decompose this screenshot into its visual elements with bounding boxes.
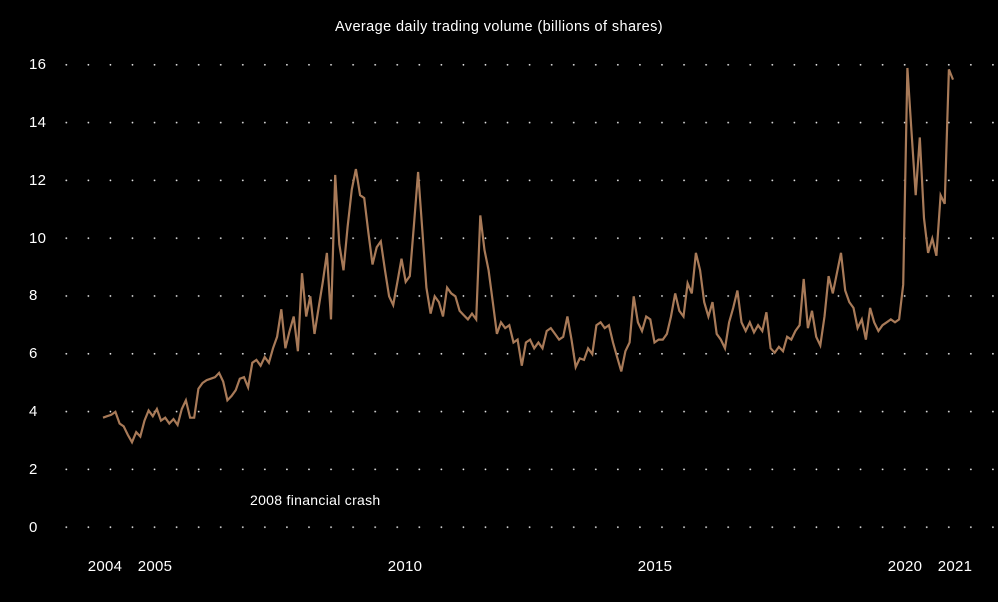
x-tick-label: 2010	[387, 558, 423, 575]
y-tick-label: 10	[29, 229, 47, 247]
x-tick-label: 2021	[937, 558, 973, 575]
volume-line	[102, 67, 955, 445]
y-tick-label: 4	[29, 402, 38, 420]
x-tick-label: 2020	[887, 558, 923, 575]
x-tick-label: 2015	[637, 558, 673, 575]
chart-title: Average daily trading volume (billions o…	[334, 19, 663, 35]
grid-dots	[60, 58, 996, 534]
y-tick-label: 16	[29, 56, 47, 74]
y-tick-label: 14	[29, 113, 47, 131]
y-tick-label: 2	[29, 460, 38, 478]
x-tick-label: 2005	[137, 558, 173, 575]
y-tick-label: 0	[29, 518, 38, 536]
annotation-2008-financial-crash: 2008 financial crash	[250, 492, 381, 508]
y-tick-label: 12	[29, 171, 47, 189]
x-tick-label: 2004	[87, 558, 123, 575]
y-tick-label: 8	[29, 287, 38, 305]
y-tick-label: 6	[29, 345, 38, 363]
